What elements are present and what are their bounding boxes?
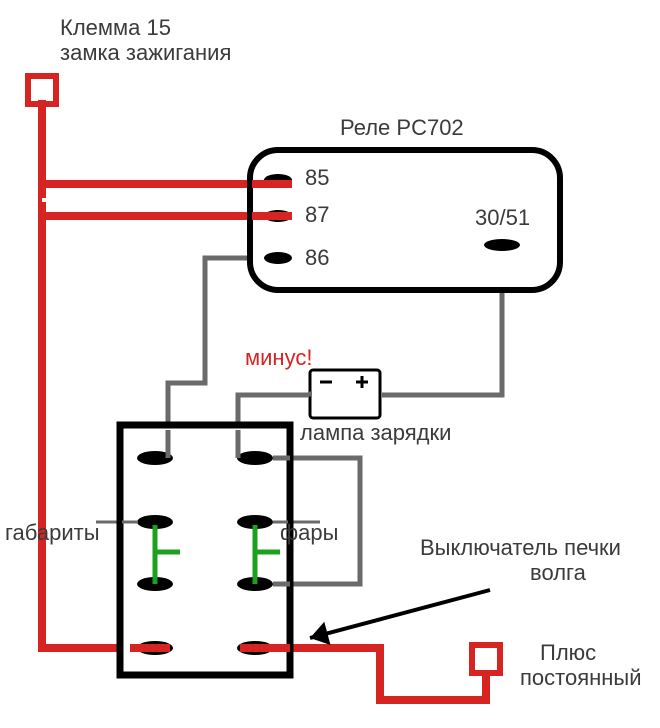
label-pin85: 85 [305, 165, 329, 190]
terminal-top [28, 76, 56, 104]
switch-pin-1 [237, 451, 273, 465]
pointer-arrow-line [310, 590, 490, 638]
label-pin3051: 30/51 [475, 205, 530, 230]
label-fary: фары [280, 520, 338, 545]
label-plus1: Плюс [540, 640, 596, 665]
label-lamp: лампа зарядки [300, 420, 451, 445]
label-minus: минус! [245, 345, 312, 370]
terminal-bot [472, 645, 500, 673]
relay-pin-p86 [264, 252, 292, 264]
label-switch2: волга [530, 560, 587, 585]
relay-pin-p3051 [484, 239, 520, 251]
label-pin87: 87 [305, 202, 329, 227]
label-relay_title: Реле PC702 [340, 115, 464, 140]
label-switch1: Выключатель печки [420, 535, 621, 560]
wire-red_bottom_right [270, 648, 486, 700]
label-pin86: 86 [305, 245, 329, 270]
lamp-body [310, 370, 380, 418]
wiring-diagram: Клемма 15замка зажигания Реле PC702 85 87 86… [0, 0, 660, 728]
label-gabarity: габариты [5, 520, 100, 545]
label-plus2: постоянный [520, 665, 642, 690]
label-title_top2: замка зажигания [60, 40, 231, 65]
label-title_top1: Клемма 15 [60, 15, 171, 40]
wire-red_top_to_relay_top [42, 100, 264, 184]
